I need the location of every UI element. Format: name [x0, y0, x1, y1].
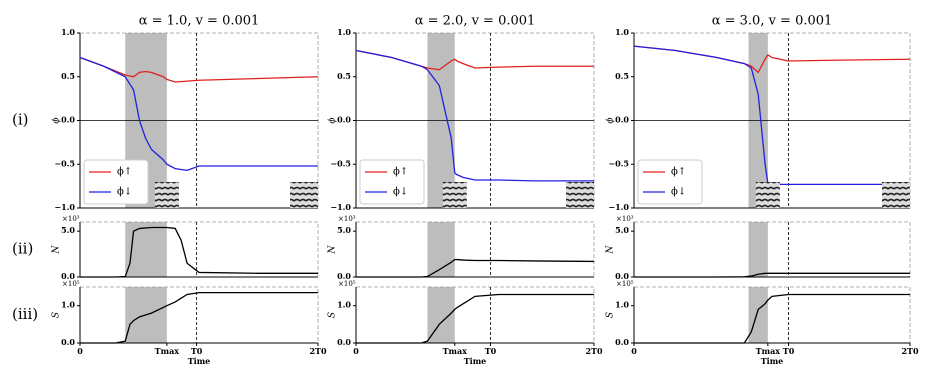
x-tick-label: T0 — [783, 346, 795, 356]
axis-multiplier: ×10³ — [338, 215, 356, 223]
y-tick-label: 1.0 — [61, 300, 75, 310]
y-tick-label: 0.0 — [615, 337, 629, 347]
x-axis-label: Time — [464, 356, 487, 366]
axis-multiplier: ×10³ — [616, 215, 634, 223]
y-tick-label: 0.0 — [61, 337, 75, 347]
series-line — [80, 226, 318, 278]
x-tick-label: 0 — [77, 346, 83, 356]
y-tick-label: −0.5 — [54, 158, 75, 168]
x-axis-label: Time — [761, 356, 784, 366]
y-tick-label: 0.0 — [61, 115, 75, 125]
plot-frame — [633, 286, 911, 344]
series-line — [634, 293, 910, 344]
x-tick-label: 2T0 — [901, 346, 919, 356]
x-tick-label: Tmax — [155, 346, 180, 356]
axis-multiplier: ×10⁵ — [62, 280, 80, 288]
y-tick-label: −1.0 — [54, 202, 75, 212]
shaded-span — [748, 287, 768, 343]
legend-label: ϕ↓ — [393, 187, 408, 198]
plot-frame — [633, 221, 911, 278]
chart-title: α = 3.0, v = 0.001 — [712, 14, 833, 29]
row-label: (iii) — [12, 305, 38, 323]
series-line — [356, 258, 595, 278]
x-tick-label: Tmax — [756, 346, 781, 356]
y-axis-label: S — [52, 312, 62, 318]
pattern-inset — [882, 182, 910, 208]
y-axis-label: N — [52, 244, 62, 254]
row-label: (i) — [12, 111, 29, 129]
pattern-inset — [290, 182, 318, 208]
legend-box — [83, 159, 149, 205]
x-tick-label: 2T0 — [309, 346, 327, 356]
y-tick-label: 5.0 — [61, 225, 75, 235]
axis-multiplier: ×10⁵ — [338, 280, 356, 288]
x-axis-label: Time — [188, 356, 211, 366]
series-line — [355, 49, 594, 182]
x-tick-label: 0 — [631, 346, 637, 356]
y-tick-label: 1.0 — [615, 27, 629, 37]
y-tick-label: 0.5 — [337, 71, 351, 81]
y-tick-label: 1.0 — [337, 300, 351, 310]
y-tick-label: 0.0 — [337, 115, 351, 125]
row-label: (ii) — [12, 240, 33, 258]
y-tick-label: 1.0 — [61, 27, 75, 37]
chart-title: α = 1.0, v = 0.001 — [139, 14, 260, 29]
legend-box — [359, 159, 425, 205]
y-tick-label: 5.0 — [337, 225, 351, 235]
pattern-inset — [566, 182, 594, 208]
series-line — [634, 272, 910, 278]
y-tick-label: 0.0 — [61, 271, 75, 281]
series-line — [80, 291, 318, 344]
series-line — [355, 49, 594, 71]
y-tick-label: 0.0 — [615, 115, 629, 125]
y-axis-label: ϕ — [328, 117, 338, 123]
y-axis-label: ϕ — [52, 117, 62, 123]
y-axis-label: N — [606, 244, 616, 254]
legend-label: ϕ↓ — [671, 187, 686, 198]
series-line — [633, 45, 910, 186]
x-tick-label: T0 — [485, 346, 497, 356]
y-axis-label: ϕ — [606, 117, 616, 123]
legend-label: ϕ↑ — [671, 167, 686, 178]
axis-multiplier: ×10³ — [62, 215, 80, 223]
y-tick-label: −1.0 — [608, 202, 629, 212]
legend-label: ϕ↑ — [393, 167, 408, 178]
legend-label: ϕ↓ — [117, 187, 132, 198]
legend-label: ϕ↑ — [117, 167, 132, 178]
x-tick-label: 2T0 — [585, 346, 603, 356]
y-tick-label: 1.0 — [615, 300, 629, 310]
y-tick-label: 0.5 — [615, 71, 629, 81]
series-line — [79, 56, 319, 83]
y-tick-label: 0.5 — [61, 71, 75, 81]
plot-frame — [79, 286, 319, 344]
pattern-inset — [442, 182, 467, 208]
y-axis-label: S — [606, 312, 616, 318]
plot-frame — [355, 286, 595, 344]
y-tick-label: −0.5 — [608, 158, 629, 168]
y-tick-label: 0.0 — [615, 271, 629, 281]
chart-title: α = 2.0, v = 0.001 — [415, 14, 536, 29]
legend-box — [637, 159, 703, 205]
y-tick-label: 5.0 — [615, 225, 629, 235]
plot-frame — [79, 221, 319, 278]
x-tick-label: 0 — [353, 346, 359, 356]
x-tick-label: T0 — [191, 346, 203, 356]
pattern-inset — [755, 182, 780, 208]
y-tick-label: 1.0 — [337, 27, 351, 37]
y-tick-label: 0.0 — [337, 337, 351, 347]
y-tick-label: −1.0 — [330, 202, 351, 212]
shaded-span — [748, 222, 768, 277]
series-line — [356, 293, 594, 344]
x-tick-label: Tmax — [443, 346, 468, 356]
y-axis-label: N — [328, 244, 338, 254]
pattern-inset — [154, 182, 179, 208]
y-tick-label: 0.0 — [337, 271, 351, 281]
axis-multiplier: ×10⁵ — [616, 280, 634, 288]
y-axis-label: S — [328, 312, 338, 318]
series-line — [79, 56, 318, 172]
plot-frame — [355, 221, 595, 278]
y-tick-label: −0.5 — [330, 158, 351, 168]
